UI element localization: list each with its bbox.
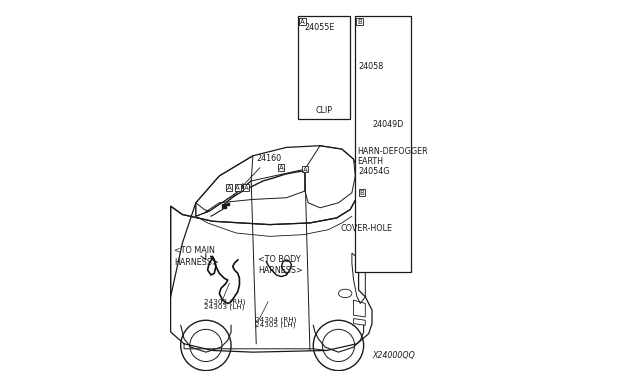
Text: B: B [360,190,364,196]
FancyBboxPatch shape [381,36,393,45]
Text: 24305 (LH): 24305 (LH) [255,322,295,328]
FancyBboxPatch shape [243,184,249,191]
Text: 24302 (RH): 24302 (RH) [204,298,246,305]
Text: A: A [303,167,307,173]
FancyBboxPatch shape [235,184,241,191]
Text: HARN-DEFOGGER: HARN-DEFOGGER [357,147,428,156]
FancyBboxPatch shape [299,17,306,25]
Text: B: B [357,19,362,25]
FancyBboxPatch shape [359,189,365,196]
Text: A: A [227,185,232,191]
Text: <TO MAIN
HARNESS>: <TO MAIN HARNESS> [174,246,219,266]
FancyBboxPatch shape [356,17,363,25]
Text: 24055E: 24055E [305,23,335,32]
Text: <TO BODY
HARNESS>: <TO BODY HARNESS> [258,255,303,275]
FancyBboxPatch shape [278,164,284,170]
FancyBboxPatch shape [298,16,350,119]
FancyBboxPatch shape [227,184,232,191]
Text: 24303 (LH): 24303 (LH) [204,304,244,310]
Text: A: A [300,19,305,25]
Text: A: A [244,185,248,191]
Text: 24049D: 24049D [372,120,403,129]
FancyBboxPatch shape [355,16,411,272]
Text: A: A [236,185,240,191]
Text: CLIP: CLIP [316,106,333,115]
Text: 24304 (RH): 24304 (RH) [255,317,296,323]
Text: 24058: 24058 [358,61,384,71]
Text: EARTH: EARTH [357,157,383,166]
FancyBboxPatch shape [302,166,308,172]
Text: 24160: 24160 [242,154,282,187]
Text: A: A [279,165,284,171]
Text: X24000QQ: X24000QQ [372,351,415,360]
Text: 24054G: 24054G [358,167,390,176]
Text: COVER-HOLE: COVER-HOLE [340,224,392,233]
